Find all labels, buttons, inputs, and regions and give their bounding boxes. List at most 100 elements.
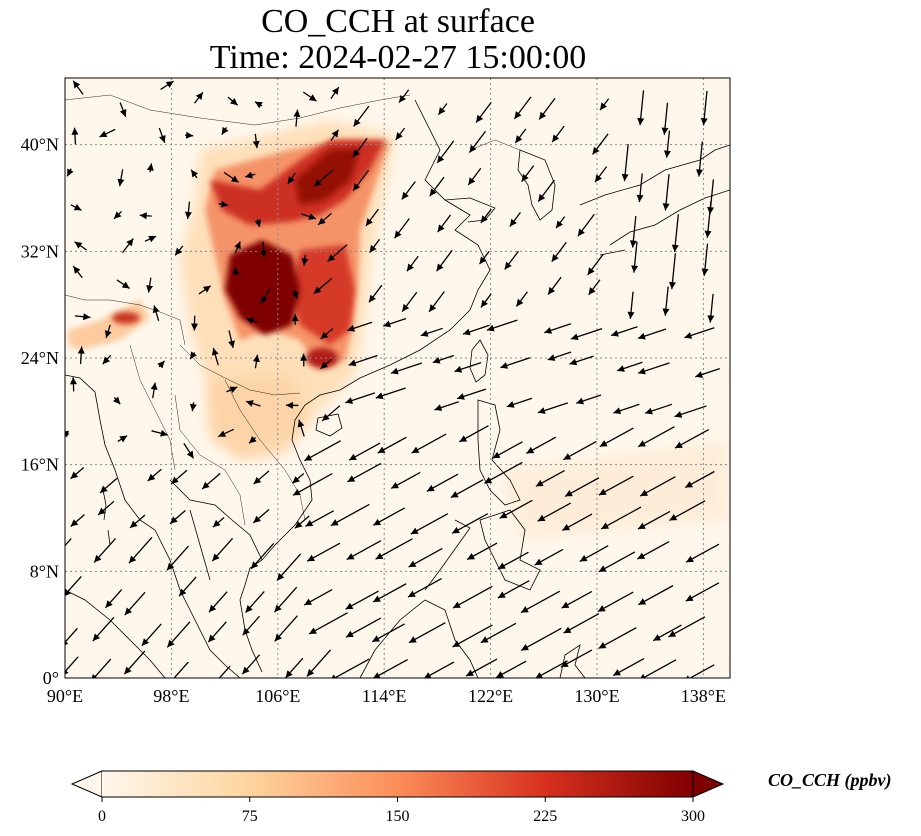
wind-arrow — [537, 502, 572, 522]
wind-arrow — [437, 214, 452, 233]
coastline-taiwan — [469, 339, 489, 383]
wind-arrow — [169, 510, 186, 525]
wind-arrow — [685, 543, 720, 563]
y-tick-label: 40°N — [21, 135, 59, 155]
coastline-shandong — [444, 197, 496, 223]
y-tick-label: 8°N — [30, 561, 59, 581]
wind-arrow — [287, 172, 296, 185]
wind-arrow — [65, 538, 72, 547]
plume-sichuan-core — [225, 240, 300, 335]
wind-arrow — [139, 212, 152, 220]
wind-arrow — [588, 279, 601, 296]
wind-arrow — [129, 514, 146, 529]
wind-arrow — [123, 650, 146, 675]
border-himalaya — [65, 294, 186, 346]
wind-arrow — [631, 241, 639, 273]
wind-arrow — [479, 250, 490, 265]
wind-arrow — [347, 462, 382, 483]
wind-arrow — [313, 169, 334, 187]
wind-arrow — [375, 387, 406, 400]
wind-arrow — [346, 540, 382, 561]
wind-arrow — [616, 361, 643, 372]
wind-arrow — [432, 354, 454, 364]
wind-arrow — [250, 543, 275, 570]
colorbar-tick-label: 150 — [386, 808, 410, 825]
wind-arrow — [520, 627, 562, 652]
wind-arrow — [113, 396, 121, 405]
wind-arrow — [70, 514, 85, 527]
wind-arrow — [189, 402, 197, 412]
wind-arrow — [696, 141, 704, 177]
wind-arrow — [598, 627, 637, 650]
wind-arrow — [429, 176, 445, 197]
wind-arrow — [406, 255, 419, 272]
border-mongolia — [65, 94, 411, 126]
wind-arrow — [65, 656, 79, 675]
wind-arrow — [254, 218, 262, 228]
wind-arrow — [212, 516, 225, 528]
wind-arrow — [276, 553, 302, 582]
wind-arrow — [707, 179, 715, 215]
wind-arrow — [252, 133, 260, 149]
wind-arrow — [701, 243, 709, 276]
wind-arrow — [330, 129, 340, 141]
wind-arrow — [69, 377, 77, 392]
wind-arrow — [480, 622, 517, 644]
wind-arrow — [121, 238, 134, 254]
wind-arrow — [610, 326, 638, 337]
wind-arrow — [426, 473, 459, 492]
wind-arrow — [500, 357, 531, 369]
colorbar-label: CO_CCH (ppbv) — [768, 770, 892, 790]
wind-arrow — [166, 545, 189, 571]
wind-arrow — [124, 591, 146, 616]
wind-arrow — [534, 660, 568, 678]
wind-arrow — [252, 354, 260, 369]
colorbar-tick-label: 0 — [98, 808, 106, 825]
wind-arrow — [663, 130, 671, 158]
wind-arrow — [253, 470, 270, 485]
wind-arrow — [99, 477, 118, 494]
wind-arrow — [305, 510, 335, 527]
x-tick-label: 106°E — [255, 686, 300, 706]
wind-arrow — [695, 368, 720, 378]
wind-arrow — [480, 208, 492, 224]
wind-arrow — [245, 171, 256, 179]
border-thailand — [174, 394, 246, 526]
wind-arrow — [662, 173, 670, 211]
wind-arrow — [383, 317, 407, 328]
wind-arrow — [551, 125, 565, 143]
wind-arrow — [301, 254, 309, 266]
wind-arrow — [223, 171, 240, 183]
wind-arrow — [254, 101, 263, 109]
wind-arrow — [291, 473, 305, 484]
wind-arrow — [330, 86, 340, 100]
wind-arrow — [407, 577, 442, 598]
x-tick-label: 114°E — [362, 686, 407, 706]
wind-arrow — [456, 388, 487, 400]
wind-arrow — [600, 506, 642, 530]
colorbar-tick-label: 300 — [681, 808, 705, 825]
wind-arrow — [390, 471, 421, 490]
wind-arrow — [260, 241, 268, 258]
wind-arrow — [652, 624, 682, 642]
wind-arrow — [393, 218, 410, 239]
wind-arrow — [189, 351, 197, 360]
border-laos-vietnam — [224, 379, 306, 521]
wind-arrow — [246, 317, 258, 325]
wind-arrow — [561, 513, 593, 531]
wind-arrow — [198, 285, 212, 295]
wind-arrow — [347, 321, 373, 332]
wind-arrow — [158, 127, 166, 144]
wind-arrow — [454, 361, 482, 373]
wind-arrow — [537, 402, 569, 414]
wind-arrow — [369, 238, 381, 253]
wind-arrow — [475, 101, 492, 123]
wind-arrow — [515, 291, 528, 307]
wind-arrow — [353, 105, 370, 127]
wind-arrow — [437, 103, 448, 116]
x-tick-label: 90°E — [47, 686, 83, 706]
wind-arrow — [183, 442, 195, 459]
wind-arrow — [434, 401, 459, 411]
wind-arrow — [77, 346, 85, 365]
